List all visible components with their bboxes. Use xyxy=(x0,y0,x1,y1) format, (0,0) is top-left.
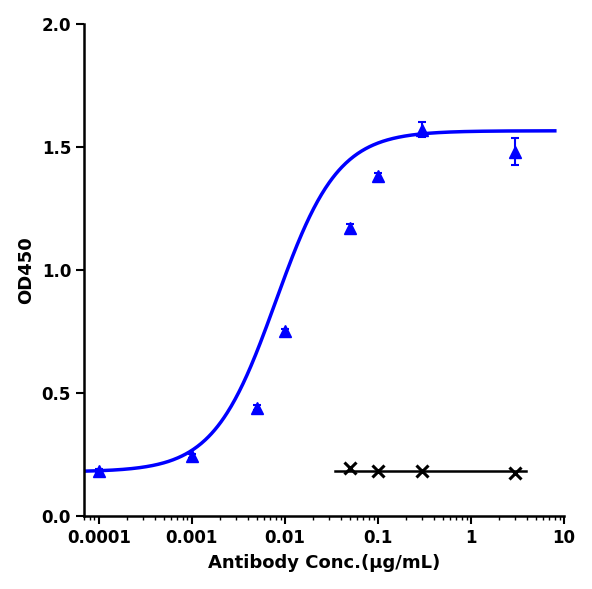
Y-axis label: OD450: OD450 xyxy=(17,236,35,304)
X-axis label: Antibody Conc.(μg/mL): Antibody Conc.(μg/mL) xyxy=(208,554,440,573)
